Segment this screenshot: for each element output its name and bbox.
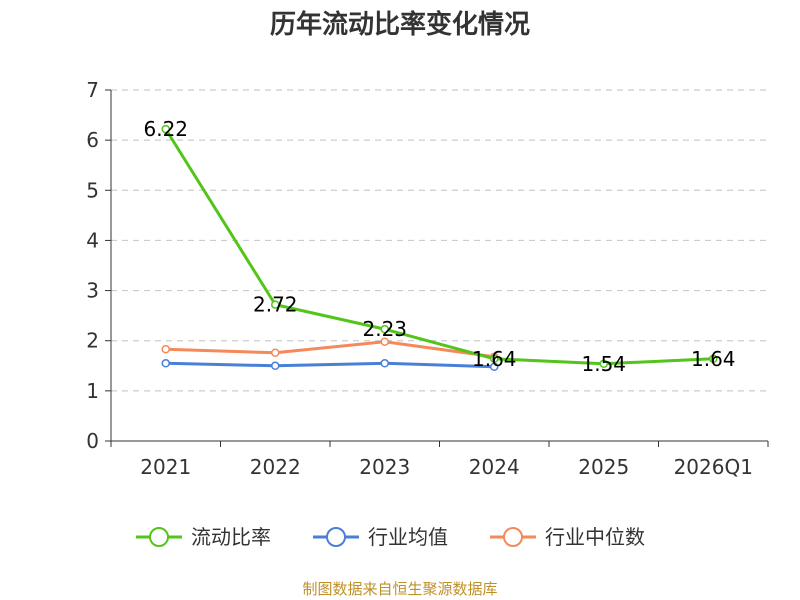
series-line [165,340,495,359]
series-line [165,361,495,369]
x-tick-label: 2025 [578,455,629,479]
y-tick-label: 5 [86,178,99,202]
data-label: 1.64 [691,347,736,371]
x-tick-label: 2023 [359,455,410,479]
chart-title: 历年流动比率变化情况 [269,10,530,40]
data-point [380,337,389,346]
data-point [161,124,170,134]
data-point [271,348,280,357]
data-point [161,344,170,354]
series-line [164,128,714,366]
data-point [599,359,608,369]
legend-label: 流动比率 [191,525,271,549]
legend-label: 行业均值 [368,525,448,549]
y-tick-label: 3 [86,279,99,303]
data-label: 1.54 [581,352,626,376]
y-tick-label: 4 [86,228,99,252]
data-point [271,361,280,371]
legend-marker [149,527,169,547]
y-tick-label: 0 [86,429,99,453]
data-point [490,362,499,372]
data-point [380,359,389,368]
x-tick-label: 2022 [250,455,301,479]
data-label: 6.22 [143,117,188,141]
data-label: 2.23 [362,317,407,341]
legend-label: 行业中位数 [545,525,645,549]
y-tick-label: 2 [86,329,99,353]
legend-marker [503,527,523,547]
y-tick-label: 1 [86,379,99,403]
legend-marker [326,527,346,547]
data-point [271,300,280,309]
data-source-footer: 制图数据来自恒生聚源数据库 [302,580,498,598]
data-point [161,359,170,368]
x-tick-label: 2026Q1 [674,455,753,479]
y-tick-label: 6 [86,128,99,152]
data-label: 2.72 [253,293,298,317]
data-point [490,354,499,364]
x-tick-label: 2021 [140,455,191,479]
y-tick-label: 7 [86,78,99,102]
x-tick-label: 2024 [469,455,520,479]
data-label: 1.64 [472,347,517,371]
data-point [709,354,718,364]
data-point [380,324,389,334]
